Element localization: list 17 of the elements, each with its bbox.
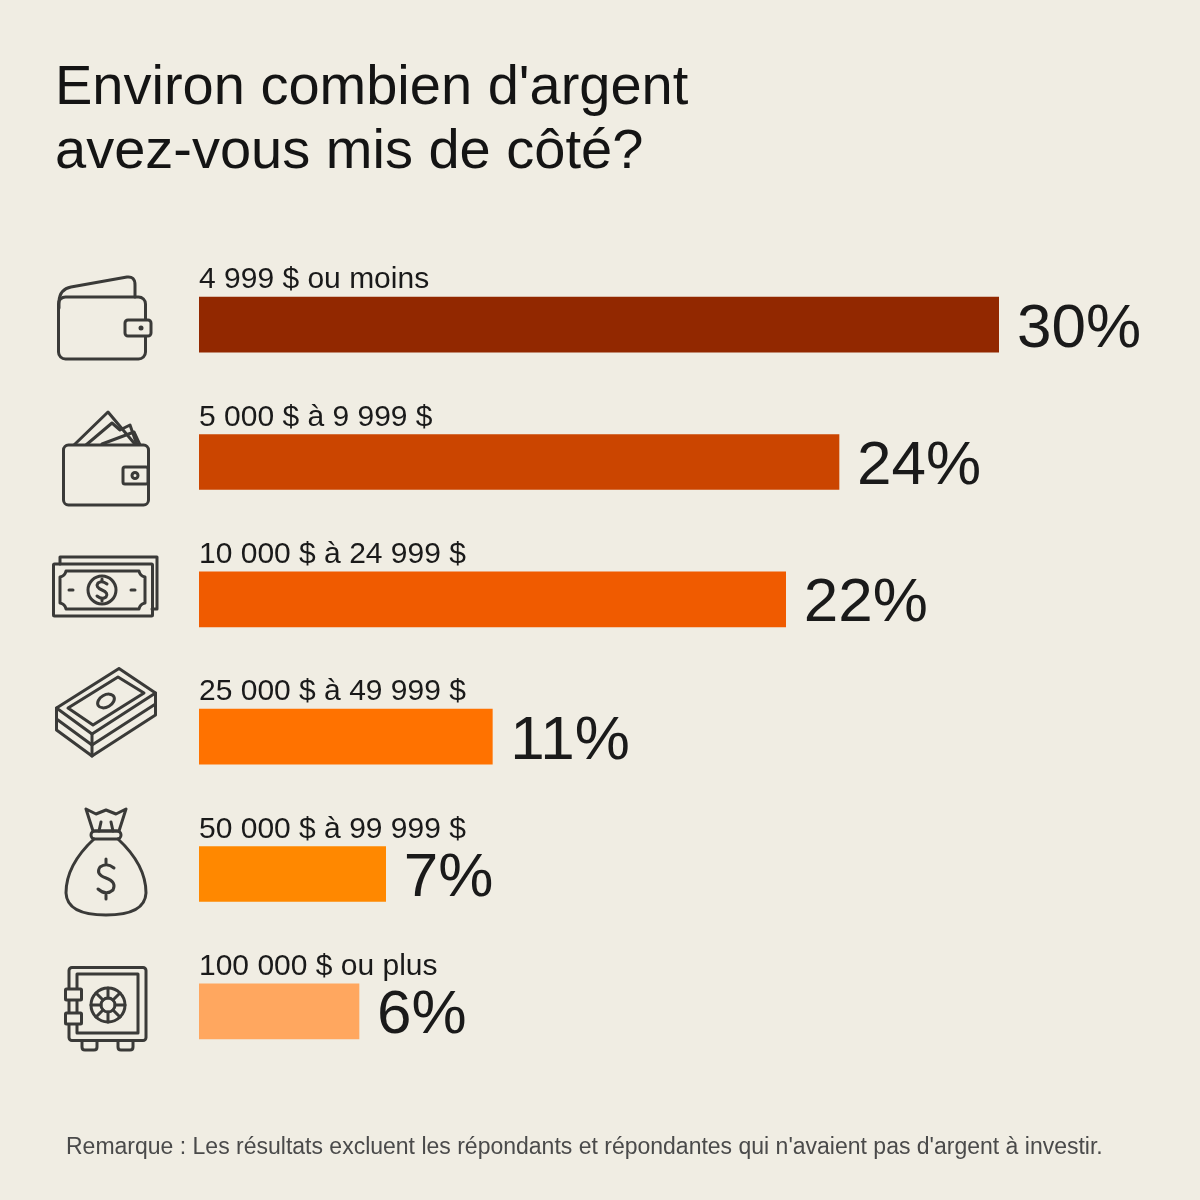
chart-title: Environ combien d'argent avez-vous mis de côté? bbox=[55, 53, 690, 181]
y-tick-label: 100 000 $ ou plus bbox=[199, 947, 438, 981]
text: Remarque : Les résultats excluent les répondants et répondantes qui n'avaient pas d'argent à investir. bbox=[66, 1133, 1104, 1159]
y-tick-label: 25 000 $ à 49 999 $ bbox=[199, 673, 467, 707]
y-tick-label: 5 000 $ à 9 999 $ bbox=[199, 398, 433, 432]
bar bbox=[199, 983, 360, 1040]
bar bbox=[199, 296, 999, 353]
bar bbox=[199, 434, 840, 490]
data-label: 11% bbox=[510, 702, 630, 772]
bar bbox=[199, 708, 493, 765]
y-tick-label: 10 000 $ à 24 999 $ bbox=[199, 535, 467, 569]
data-label: 24% bbox=[857, 428, 982, 497]
data-label: 30% bbox=[1017, 290, 1142, 360]
bar bbox=[199, 846, 386, 902]
bar bbox=[199, 571, 786, 628]
data-label: 22% bbox=[803, 565, 928, 635]
y-tick-label: 4 999 $ ou moins bbox=[199, 261, 430, 295]
